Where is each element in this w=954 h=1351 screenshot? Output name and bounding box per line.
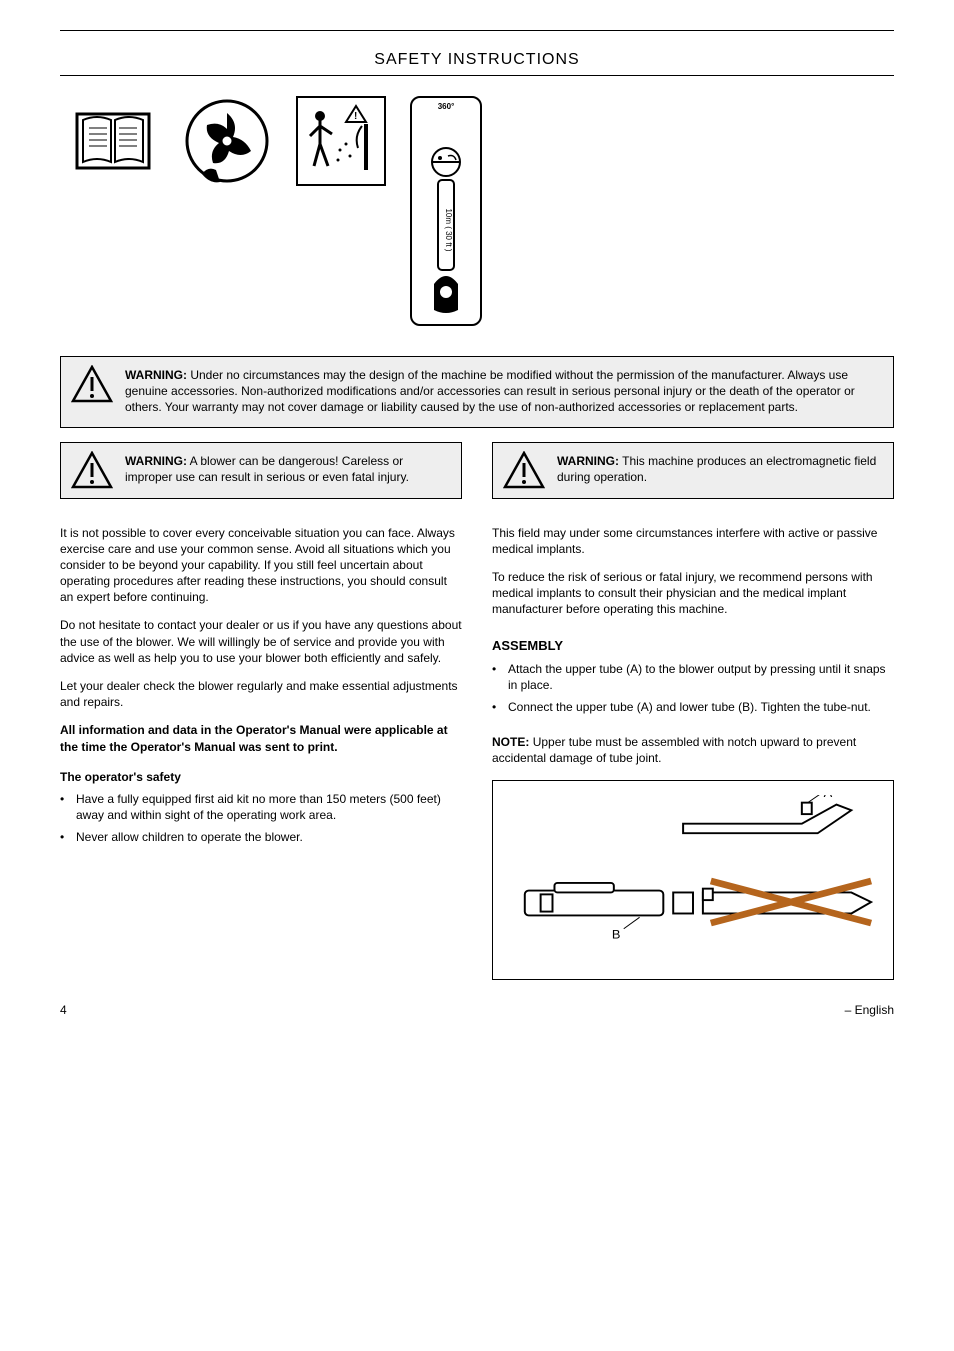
top-warning-box: WARNING: Under no circumstances may the … xyxy=(60,356,894,429)
header-rule xyxy=(60,30,894,31)
bystander-hazard-icon: ! xyxy=(296,96,386,186)
list-item: Have a fully equipped first aid kit no m… xyxy=(60,791,462,823)
left-warning-box: WARNING: A blower can be dangerous! Care… xyxy=(60,442,462,498)
warning-label: WARNING: xyxy=(125,454,187,468)
read-manual-icon xyxy=(68,96,158,186)
note-text: Upper tube must be assembled with notch … xyxy=(492,735,856,765)
list-item: Attach the upper tube (A) to the blower … xyxy=(492,661,894,693)
figure-label-a: A xyxy=(824,795,833,800)
warning-text: Under no circumstances may the design of… xyxy=(125,368,855,414)
svg-text:10m ( 30 ft ): 10m ( 30 ft ) xyxy=(444,208,453,251)
assembly-bullet-list: Attach the upper tube (A) to the blower … xyxy=(492,661,894,722)
page-language: – English xyxy=(845,1002,894,1018)
safety-bullet-list: Have a fully equipped first aid kit no m… xyxy=(60,791,462,852)
safety-pictograms-row: ! 360° 10m ( 30 ft ) xyxy=(68,96,894,326)
right-warning-box: WARNING: This machine produces an electr… xyxy=(492,442,894,498)
body-paragraph: To reduce the risk of serious or fatal i… xyxy=(492,569,894,618)
two-column-body: WARNING: A blower can be dangerous! Care… xyxy=(60,442,894,980)
warning-triangle-icon xyxy=(71,365,113,403)
left-column: WARNING: A blower can be dangerous! Care… xyxy=(60,442,462,980)
assembly-figure: A B xyxy=(492,780,894,980)
disclaimer-paragraph: All information and data in the Operator… xyxy=(60,722,462,754)
assembly-heading: ASSEMBLY xyxy=(492,637,894,655)
distance-top-label: 360° xyxy=(438,102,455,113)
page-footer: 4 – English xyxy=(60,1002,894,1018)
assembly-note: NOTE: Upper tube must be assembled with … xyxy=(492,734,894,766)
warning-triangle-icon xyxy=(71,451,113,489)
warning-label: WARNING: xyxy=(125,368,187,382)
operator-safety-heading: The operator's safety xyxy=(60,769,462,785)
svg-text:!: ! xyxy=(354,111,357,122)
header-rule-bottom xyxy=(60,75,894,76)
keep-distance-360-icon: 360° 10m ( 30 ft ) xyxy=(410,96,482,326)
right-column: WARNING: This machine produces an electr… xyxy=(492,442,894,980)
warning-label: WARNING: xyxy=(557,454,619,468)
note-label: NOTE: xyxy=(492,735,529,749)
body-paragraph: Do not hesitate to contact your dealer o… xyxy=(60,617,462,666)
body-paragraph: This field may under some circumstances … xyxy=(492,525,894,557)
page-section-title: SAFETY INSTRUCTIONS xyxy=(60,49,894,71)
warning-triangle-icon xyxy=(503,451,545,489)
rotating-fan-hazard-icon xyxy=(182,96,272,186)
body-paragraph: Let your dealer check the blower regular… xyxy=(60,678,462,710)
list-item: Never allow children to operate the blow… xyxy=(60,829,462,845)
page-number: 4 xyxy=(60,1002,67,1018)
body-paragraph: It is not possible to cover every concei… xyxy=(60,525,462,606)
figure-label-b: B xyxy=(612,927,621,941)
list-item: Connect the upper tube (A) and lower tub… xyxy=(492,699,894,715)
